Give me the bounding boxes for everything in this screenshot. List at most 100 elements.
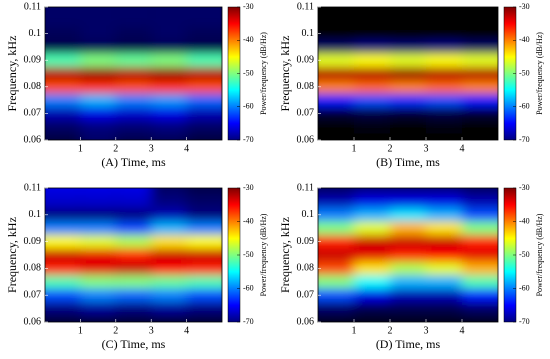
y-axis-label: Frequency, kHz bbox=[5, 36, 19, 112]
heatmap-cell bbox=[426, 275, 462, 289]
heatmap-cell bbox=[186, 301, 222, 316]
colorbar-tick-label: -70 bbox=[243, 317, 254, 326]
heatmap-cell bbox=[390, 26, 426, 41]
heatmap-cell bbox=[115, 315, 152, 322]
heatmap-cell bbox=[462, 315, 498, 322]
heatmap-cell bbox=[186, 133, 222, 140]
heatmap-cell bbox=[390, 248, 426, 262]
heatmap-cell bbox=[186, 106, 222, 121]
heatmap-cell bbox=[390, 301, 426, 316]
heatmap-cell bbox=[115, 40, 152, 54]
heatmap-cell bbox=[115, 188, 152, 195]
heatmap-cell bbox=[45, 93, 81, 107]
colorbar-tick-label: -60 bbox=[243, 102, 254, 111]
colorbar-tick-label: -30 bbox=[243, 183, 254, 192]
y-tick-label: 0.09 bbox=[297, 54, 315, 65]
y-tick-label: 0.07 bbox=[24, 108, 42, 119]
heatmap-cell bbox=[318, 53, 354, 67]
heatmap-cell bbox=[115, 26, 152, 41]
heatmap-cell bbox=[115, 13, 152, 27]
heatmap-cell bbox=[318, 301, 354, 316]
heatmap-cell bbox=[45, 13, 81, 27]
heatmap-cell bbox=[318, 93, 354, 107]
x-tick-label: 2 bbox=[113, 143, 118, 154]
heatmap-cell bbox=[151, 288, 187, 302]
heatmap-cell bbox=[45, 40, 81, 54]
x-axis-label: (D) Time, ms bbox=[376, 337, 441, 351]
heatmap-cell bbox=[426, 80, 462, 94]
heatmap-cell bbox=[115, 275, 152, 289]
heatmap-cell bbox=[462, 26, 498, 41]
y-tick-label: 0.1 bbox=[302, 28, 315, 39]
heatmap-cell bbox=[186, 221, 222, 235]
y-axis-label: Frequency, kHz bbox=[5, 217, 19, 293]
heatmap-cell bbox=[318, 188, 354, 195]
heatmap-cell bbox=[186, 26, 222, 41]
heatmap-cell bbox=[426, 53, 462, 67]
heatmap-cell bbox=[151, 93, 187, 107]
heatmap-cell bbox=[426, 301, 462, 316]
heatmap-cell bbox=[115, 261, 152, 276]
heatmap-cell bbox=[186, 93, 222, 107]
heatmap-cell bbox=[186, 315, 222, 322]
heatmap-cell bbox=[462, 53, 498, 67]
heatmap-cell bbox=[390, 7, 426, 14]
x-tick-label: 1 bbox=[352, 325, 357, 336]
heatmap-cell bbox=[462, 261, 498, 276]
heatmap-cell bbox=[186, 261, 222, 276]
heatmap-cell bbox=[80, 288, 116, 302]
heatmap-cell bbox=[45, 275, 81, 289]
heatmap-cell bbox=[354, 208, 390, 222]
heatmap-cell bbox=[151, 315, 187, 322]
heatmap-cell bbox=[115, 80, 152, 94]
heatmap-cell bbox=[115, 120, 152, 134]
heatmap-cell bbox=[354, 40, 390, 54]
heatmap-cell bbox=[426, 288, 462, 302]
heatmap-cell bbox=[151, 66, 187, 81]
heatmap-cell bbox=[151, 7, 187, 14]
heatmap-cell bbox=[426, 188, 462, 195]
heatmap-cell bbox=[318, 288, 354, 302]
heatmap-cell bbox=[45, 301, 81, 316]
y-tick-label: 0.07 bbox=[297, 289, 315, 300]
y-tick-label: 0.11 bbox=[297, 182, 314, 193]
heatmap-cell bbox=[462, 13, 498, 27]
colorbar-tick-label: -70 bbox=[519, 317, 530, 326]
heatmap-cell bbox=[80, 106, 116, 121]
heatmap-cell bbox=[390, 80, 426, 94]
heatmap-cell bbox=[151, 301, 187, 316]
heatmap-cell bbox=[151, 120, 187, 134]
y-tick-label: 0.08 bbox=[24, 263, 42, 274]
heatmap-cell bbox=[80, 80, 116, 94]
heatmap-cell bbox=[151, 275, 187, 289]
heatmap-cell bbox=[426, 208, 462, 222]
heatmap-cell bbox=[462, 133, 498, 140]
colorbar-tick-label: -50 bbox=[243, 68, 254, 77]
heatmap-cell bbox=[45, 248, 81, 262]
heatmap-cell bbox=[354, 248, 390, 262]
y-tick-label: 0.06 bbox=[24, 316, 42, 327]
heatmap-cell bbox=[462, 301, 498, 316]
y-tick-label: 0.1 bbox=[302, 209, 315, 220]
heatmap-cell bbox=[390, 288, 426, 302]
y-tick-label: 0.07 bbox=[24, 289, 42, 300]
heatmap-cell bbox=[390, 315, 426, 322]
heatmap-cell bbox=[45, 66, 81, 81]
heatmap-cell bbox=[354, 66, 390, 81]
heatmap-cell bbox=[318, 106, 354, 121]
heatmap-cell bbox=[80, 53, 116, 67]
y-tick-label: 0.06 bbox=[24, 134, 42, 145]
heatmap-cell bbox=[426, 66, 462, 81]
heatmap-cell bbox=[354, 93, 390, 107]
heatmap-cell bbox=[45, 194, 81, 209]
heatmap-cells bbox=[45, 188, 222, 322]
heatmap-cell bbox=[318, 315, 354, 322]
heatmap-cell bbox=[462, 93, 498, 107]
heatmap-cell bbox=[462, 288, 498, 302]
heatmap-cell bbox=[186, 53, 222, 67]
heatmap-cell bbox=[462, 80, 498, 94]
heatmap-cell bbox=[462, 120, 498, 134]
heatmap-cell bbox=[151, 26, 187, 41]
heatmap-cell bbox=[45, 261, 81, 276]
